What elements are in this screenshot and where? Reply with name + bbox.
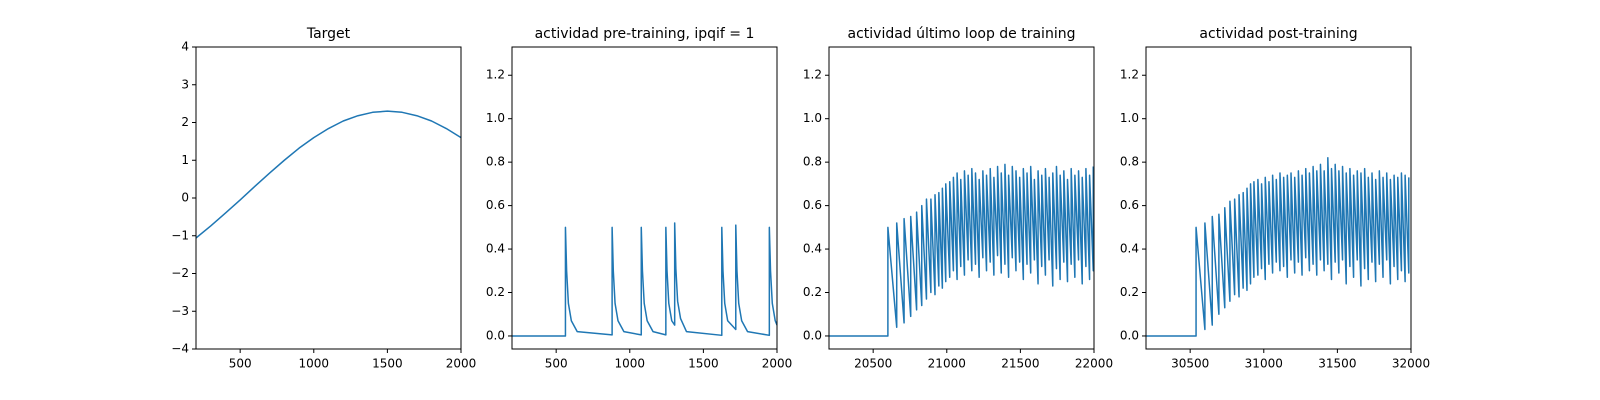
y-tick-label: 0.2 [486,285,505,299]
y-tick-label: 2 [181,115,189,129]
y-tick-label: 1.2 [486,68,505,82]
y-tick-label: 1.2 [1120,68,1139,82]
x-tick-label: 500 [545,357,568,371]
x-tick-label: 22000 [1075,357,1113,371]
y-tick-label: −4 [171,342,189,356]
y-tick-label: 1.0 [803,111,822,125]
y-tick-label: 0.6 [803,198,822,212]
axes-frame [1145,46,1412,350]
axes-frame [511,46,778,350]
data-line [196,110,461,239]
y-tick-label: 0.6 [1120,198,1139,212]
y-tick-label: −3 [171,304,189,318]
x-tick-label: 30500 [1171,357,1209,371]
y-tick-label: 0.0 [803,328,822,342]
x-tick-label: 31000 [1245,357,1283,371]
y-tick-label: 0 [181,191,189,205]
x-tick-label: 1000 [615,357,646,371]
x-tick-label: 2000 [762,357,793,371]
y-tick-label: 4 [181,40,189,54]
y-tick-label: −1 [171,228,189,242]
x-tick-label: 21500 [1001,357,1039,371]
y-tick-label: 3 [181,77,189,91]
data-line [829,163,1094,337]
y-tick-label: 1 [181,153,189,167]
x-tick-label: 2000 [446,357,477,371]
x-tick-label: 31500 [1318,357,1356,371]
y-tick-label: −2 [171,266,189,280]
y-tick-label: 0.4 [486,242,505,256]
data-line [1146,157,1410,337]
y-tick-label: 0.8 [1120,155,1139,169]
y-tick-label: 0.6 [486,198,505,212]
x-tick-label: 20500 [854,357,892,371]
y-tick-label: 0.0 [486,328,505,342]
y-tick-label: 0.8 [803,155,822,169]
subplot-title: actividad pre-training, ipqif = 1 [535,26,755,42]
y-tick-label: 0.8 [486,155,505,169]
axes-frame [195,46,462,350]
x-tick-label: 1000 [299,357,330,371]
axes-frame [828,46,1095,350]
y-tick-label: 0.4 [803,242,822,256]
y-tick-label: 0.0 [1120,328,1139,342]
y-tick-label: 1.2 [803,68,822,82]
x-tick-label: 32000 [1392,357,1430,371]
y-tick-label: 0.2 [1120,285,1139,299]
y-tick-label: 0.4 [1120,242,1139,256]
x-tick-label: 21000 [928,357,966,371]
x-tick-label: 1500 [688,357,719,371]
subplot-title: Target [306,26,351,42]
data-line [512,222,777,337]
y-tick-label: 0.2 [803,285,822,299]
x-tick-label: 500 [229,357,252,371]
subplot-title: actividad último loop de training [848,26,1076,42]
y-tick-label: 1.0 [486,111,505,125]
y-tick-label: 1.0 [1120,111,1139,125]
subplot-title: actividad post-training [1199,26,1357,42]
x-tick-label: 1500 [372,357,403,371]
